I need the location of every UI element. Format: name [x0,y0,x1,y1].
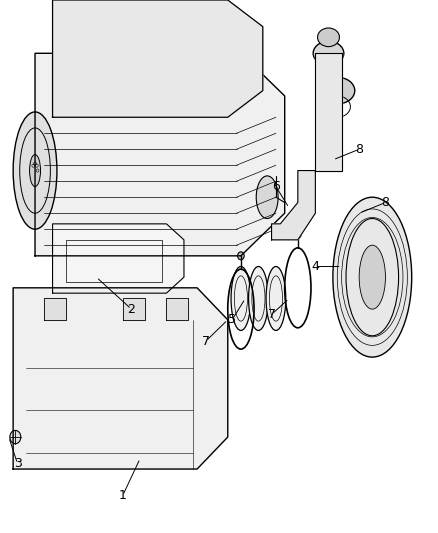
Ellipse shape [294,230,301,239]
Ellipse shape [359,245,385,309]
Ellipse shape [231,266,251,330]
Text: 4: 4 [311,260,319,273]
Ellipse shape [256,176,278,219]
Polygon shape [123,298,145,320]
Polygon shape [53,224,184,293]
Text: 7: 7 [268,308,276,321]
Ellipse shape [13,112,57,229]
Ellipse shape [318,28,339,47]
Ellipse shape [237,252,244,260]
Text: 1: 1 [119,489,127,502]
Polygon shape [35,53,285,256]
Text: 6: 6 [272,180,280,193]
Polygon shape [53,0,263,117]
Ellipse shape [29,155,40,187]
Ellipse shape [333,197,412,357]
Ellipse shape [320,77,355,104]
Polygon shape [44,298,66,320]
Ellipse shape [248,266,268,330]
Polygon shape [13,288,228,469]
Text: 2: 2 [127,303,135,316]
Text: 3: 3 [14,457,21,470]
Ellipse shape [266,266,286,330]
Text: 8: 8 [381,196,389,209]
Polygon shape [166,298,188,320]
Bar [66,240,162,282]
Polygon shape [315,53,342,171]
Ellipse shape [313,42,344,66]
Text: 8: 8 [355,143,363,156]
Text: 7: 7 [202,335,210,348]
Ellipse shape [10,431,21,443]
Polygon shape [272,171,315,240]
Text: 5: 5 [228,313,236,326]
